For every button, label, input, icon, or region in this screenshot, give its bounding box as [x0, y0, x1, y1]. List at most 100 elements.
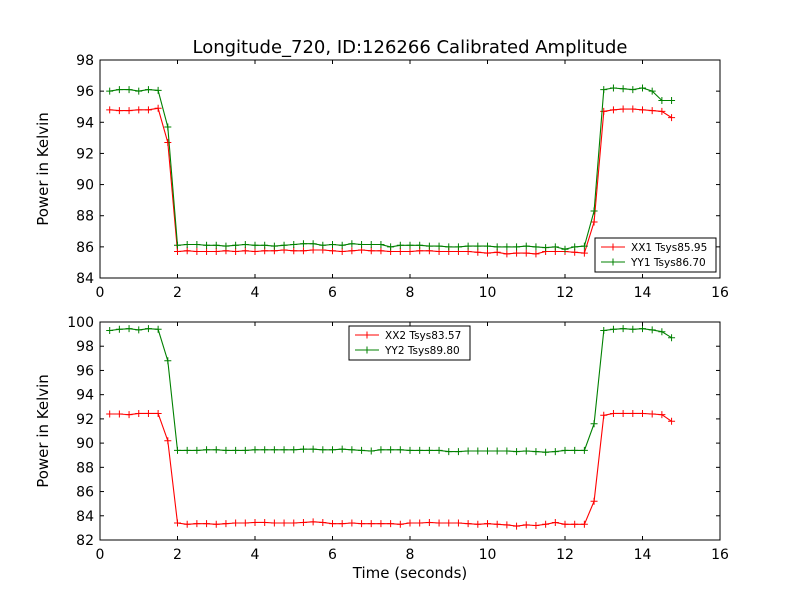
legend-marker: [609, 243, 617, 251]
data-point: [464, 520, 472, 528]
data-point: [474, 242, 482, 250]
data-point: [115, 107, 123, 115]
data-point: [144, 325, 152, 333]
data-point: [135, 87, 143, 95]
data-point: [115, 86, 123, 94]
data-point: [580, 249, 588, 257]
data-point: [203, 446, 211, 454]
data-point: [445, 448, 453, 456]
x-tick-label: 2: [173, 285, 182, 301]
data-point: [106, 326, 114, 334]
data-point: [251, 518, 259, 526]
data-point: [658, 328, 666, 336]
legend-marker: [363, 346, 371, 354]
data-point: [144, 409, 152, 417]
data-point: [629, 325, 637, 333]
data-point: [532, 521, 540, 529]
data-point: [319, 446, 327, 454]
data-point: [329, 446, 336, 454]
legend-box: [594, 237, 717, 273]
data-point: [280, 446, 288, 454]
y-tick-label: 88: [76, 460, 94, 476]
y-axis-label: Power in Kelvin: [34, 374, 52, 488]
data-point: [222, 242, 230, 250]
data-point: [425, 446, 433, 454]
x-axis-label: Time (seconds): [352, 564, 468, 582]
data-point: [503, 250, 511, 258]
data-point: [387, 520, 395, 528]
data-point: [406, 519, 414, 527]
data-point: [503, 521, 511, 529]
legend-box: [348, 325, 471, 361]
data-point: [367, 241, 375, 249]
data-point: [135, 326, 143, 334]
data-point: [668, 114, 676, 122]
data-point: [609, 84, 617, 92]
x-tick-label: 0: [96, 547, 105, 563]
data-point: [551, 243, 559, 251]
data-point: [358, 446, 366, 454]
data-point: [561, 520, 569, 528]
data-point: [542, 244, 550, 252]
data-point: [251, 248, 259, 256]
data-point: [522, 447, 530, 455]
top-panel: 0 2 4 6 8 10 12 14 16 84 86 88 90 92 94 96 98 Power in Ke…: [34, 53, 729, 301]
x-tick-label: 4: [251, 547, 260, 563]
data-point: [484, 249, 491, 257]
data-point: [609, 106, 617, 114]
y-tick-label: 92: [76, 146, 94, 162]
data-point: [648, 326, 656, 334]
data-point: [115, 410, 123, 418]
data-point: [493, 447, 501, 455]
data-point: [174, 519, 181, 527]
data-point: [367, 447, 375, 455]
data-point: [580, 446, 588, 454]
data-point: [648, 87, 656, 95]
data-point: [551, 448, 559, 456]
y-tick-label: 98: [76, 339, 94, 355]
x-tick-label: 6: [328, 547, 337, 563]
data-point: [338, 520, 346, 528]
data-point: [542, 520, 550, 528]
data-point: [251, 446, 259, 454]
x-tick-label: 4: [251, 285, 260, 301]
data-point: [222, 520, 230, 528]
y-tick-label: 98: [76, 53, 94, 69]
data-point: [503, 243, 511, 251]
data-point: [280, 241, 288, 249]
data-point: [619, 105, 627, 113]
data-point: [513, 522, 521, 530]
data-point: [396, 520, 404, 528]
data-point: [474, 520, 482, 528]
data-point: [183, 247, 191, 255]
data-point: [241, 446, 249, 454]
data-point: [270, 242, 278, 250]
data-point: [164, 437, 172, 445]
y-tick-label: 84: [76, 509, 94, 525]
data-point: [474, 447, 482, 455]
data-point: [290, 241, 298, 249]
data-point: [396, 446, 404, 454]
x-tick-label: 14: [634, 285, 652, 301]
y-tick-label: 100: [67, 315, 94, 331]
data-point: [619, 85, 627, 93]
data-point: [290, 446, 298, 454]
x-tick-label: 10: [479, 285, 497, 301]
data-point: [493, 243, 501, 251]
data-point: [299, 445, 307, 453]
data-point: [387, 446, 395, 454]
data-point: [503, 447, 511, 455]
data-point: [212, 446, 220, 454]
data-point: [396, 241, 404, 249]
data-point: [164, 139, 172, 147]
legend-label: YY2 Tsys89.80: [384, 345, 460, 357]
data-point: [590, 207, 598, 215]
x-tick-label: 16: [711, 547, 729, 563]
data-point: [493, 520, 501, 528]
legend-label: XX2 Tsys83.57: [385, 330, 461, 342]
data-point: [425, 242, 433, 250]
data-point: [387, 243, 395, 251]
y-tick-label: 88: [76, 209, 94, 225]
data-point: [348, 247, 356, 255]
data-point: [658, 411, 666, 419]
